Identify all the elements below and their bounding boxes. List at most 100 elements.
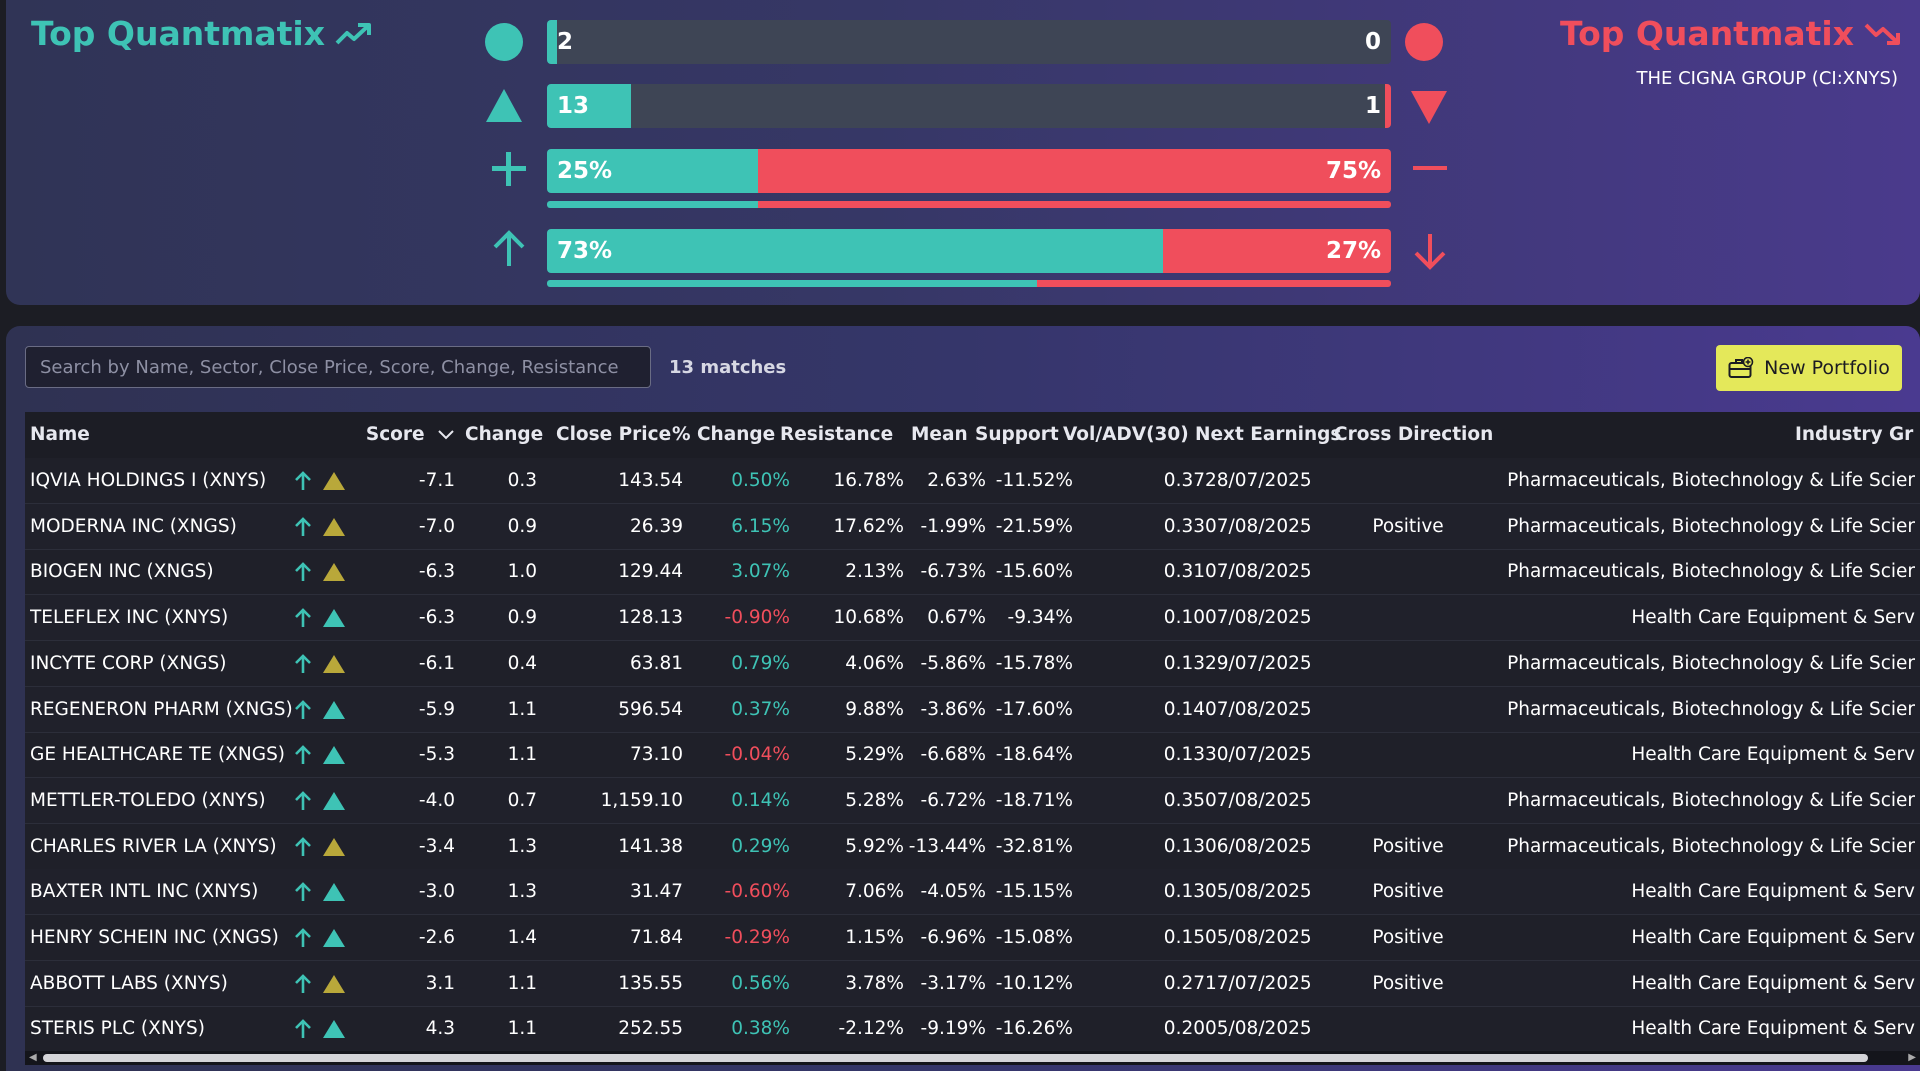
circle-bar-right-fill <box>557 20 1391 64</box>
cell-next-earnings: 07/08/2025 <box>1205 789 1312 811</box>
table-row[interactable]: MODERNA INC (XNGS) -7.0 0.9 26.39 6.15% 17.62… <box>25 503 1920 550</box>
cell-mean: -3.17% <box>920 972 986 994</box>
cell-industry-group: Health Care Equipment & Serv <box>1631 927 1915 948</box>
down-subbar-fill <box>1036 280 1391 287</box>
cell-next-earnings: 07/08/2025 <box>1205 561 1312 583</box>
header-mean[interactable]: Mean <box>911 424 968 445</box>
table-row[interactable]: CHARLES RIVER LA (XNYS) -3.4 1.3 141.38 0.29… <box>25 824 1920 870</box>
header-pct-change[interactable]: % Change <box>672 424 776 445</box>
cell-mean: -6.73% <box>920 561 986 583</box>
cell-change: 0.4 <box>507 652 537 674</box>
arrow-up-icon <box>295 928 311 947</box>
cell-resistance: 4.06% <box>845 652 904 674</box>
cell-support: -9.34% <box>1007 607 1073 629</box>
table-row[interactable]: TELEFLEX INC (XNYS) -6.3 0.9 128.13 -0.90% 10… <box>25 595 1920 642</box>
triangle-bar-right-fill <box>631 84 1391 128</box>
cell-pct-change: 0.79% <box>731 652 790 674</box>
cell-resistance: 5.92% <box>845 835 904 857</box>
header-vol-adv[interactable]: Vol/ADV(30) <box>1063 424 1189 445</box>
header-close-price[interactable]: Close Price <box>556 424 672 445</box>
cell-change: 1.1 <box>507 1018 537 1040</box>
cell-vol-adv: 0.15 <box>1163 927 1205 948</box>
cell-change: 0.9 <box>507 607 537 629</box>
screener-panel: 13 matches New Portfolio Name Score Chan… <box>6 326 1920 1071</box>
arrow-up-icon <box>493 230 525 266</box>
scroll-right-icon[interactable]: ▶ <box>1908 1052 1916 1063</box>
cell-mean: -6.72% <box>920 789 986 811</box>
table-row[interactable]: STERIS PLC (XNYS) 4.3 1.1 252.55 0.38% -2.12%… <box>25 1006 1920 1053</box>
arrow-up-icon <box>295 836 311 856</box>
cell-score: -3.4 <box>418 835 455 857</box>
cell-vol-adv: 0.37 <box>1163 470 1205 491</box>
cell-pct-change: -0.04% <box>724 744 790 766</box>
cell-resistance: 3.78% <box>845 972 904 994</box>
scroll-left-icon[interactable]: ◀ <box>29 1052 37 1063</box>
cell-close-price: 596.54 <box>618 698 683 720</box>
up-bar-fill <box>547 229 1164 273</box>
trending-down-icon <box>1864 23 1900 45</box>
triangle-signal-icon <box>323 746 345 765</box>
table-row[interactable]: METTLER-TOLEDO (XNYS) -4.0 0.7 1,159.10 0.14… <box>25 777 1920 824</box>
header-resistance[interactable]: Resistance <box>780 424 894 445</box>
triangle-count-bar: 13 1 <box>547 84 1391 128</box>
cell-pct-change: 0.50% <box>731 470 790 491</box>
cell-cross-direction <box>1334 458 1482 503</box>
cell-name: STERIS PLC (XNYS) <box>30 1018 205 1040</box>
cell-close-price: 252.55 <box>618 1018 683 1040</box>
arrow-up-icon <box>295 973 311 993</box>
circle-icon <box>1405 23 1443 61</box>
cell-close-price: 143.54 <box>618 470 683 491</box>
cell-vol-adv: 0.13 <box>1163 744 1205 766</box>
circle-bar-left-fill <box>547 20 558 64</box>
cell-score: -4.0 <box>418 789 455 811</box>
down-bar-fill <box>1163 229 1391 273</box>
header-industry-group[interactable]: Industry Gr <box>1795 424 1914 445</box>
cell-support: -21.59% <box>995 515 1073 537</box>
table-row[interactable]: IQVIA HOLDINGS I (XNYS) -7.1 0.3 143.54 0.50… <box>25 458 1920 504</box>
table-row[interactable]: ABBOTT LABS (XNYS) 3.1 1.1 135.55 0.56% 3.78%… <box>25 960 1920 1007</box>
cell-vol-adv: 0.13 <box>1163 881 1205 903</box>
scrollbar-thumb[interactable] <box>43 1054 1868 1062</box>
direction-bar: 73% 27% <box>547 229 1391 273</box>
table-row[interactable]: GE HEALTHCARE TE (XNGS) -5.3 1.1 73.10 -0.04… <box>25 732 1920 779</box>
minus-bar-fill <box>758 149 1391 193</box>
header-next-earnings[interactable]: Next Earnings <box>1195 424 1342 445</box>
arrow-up-icon <box>295 1019 311 1039</box>
summary-panel: Top Quantmatix Top Quantmatix THE CIGNA … <box>6 0 1920 305</box>
header-cross-direction[interactable]: Cross Direction <box>1334 424 1494 445</box>
cell-cross-direction <box>1334 1006 1482 1051</box>
header-score[interactable]: Score <box>345 412 455 458</box>
cell-change: 1.1 <box>507 698 537 720</box>
table-row[interactable]: REGENERON PHARM (XNGS) -5.9 1.1 596.54 0.37%… <box>25 686 1920 733</box>
cell-cross-direction: Positive <box>1372 881 1444 903</box>
table-row[interactable]: INCYTE CORP (XNGS) -6.1 0.4 63.81 0.79% 4.06%… <box>25 641 1920 687</box>
cell-support: -11.52% <box>995 470 1073 491</box>
cell-pct-change: -0.29% <box>724 927 790 948</box>
header-name[interactable]: Name <box>30 424 90 445</box>
cell-support: -18.71% <box>995 789 1073 811</box>
plus-percent: 25% <box>557 158 613 184</box>
horizontal-scrollbar[interactable]: ◀ ▶ <box>25 1051 1920 1065</box>
triangle-signal-icon <box>323 700 345 719</box>
cell-pct-change: 0.37% <box>731 698 790 720</box>
cell-name: BAXTER INTL INC (XNYS) <box>30 881 259 903</box>
header-support[interactable]: Support <box>975 424 1059 445</box>
cell-industry-group: Health Care Equipment & Serv <box>1631 972 1915 994</box>
arrow-up-icon <box>295 745 311 765</box>
cell-close-price: 1,159.10 <box>600 789 683 811</box>
cell-next-earnings: 05/08/2025 <box>1205 881 1312 903</box>
cell-industry-group: Health Care Equipment & Serv <box>1631 744 1915 766</box>
cell-close-price: 129.44 <box>618 561 683 583</box>
table-row[interactable]: HENRY SCHEIN INC (XNGS) -2.6 1.4 71.84 -0.29… <box>25 915 1920 961</box>
cell-score: -5.9 <box>418 698 455 720</box>
search-input[interactable] <box>25 346 651 388</box>
table-row[interactable]: BIOGEN INC (XNGS) -6.3 1.0 129.44 3.07% 2.13%… <box>25 549 1920 596</box>
header-change[interactable]: Change <box>465 424 544 445</box>
new-portfolio-button[interactable]: New Portfolio <box>1716 345 1902 391</box>
cell-support: -15.15% <box>995 881 1073 903</box>
cell-next-earnings: 28/07/2025 <box>1205 470 1312 491</box>
table-row[interactable]: BAXTER INTL INC (XNYS) -3.0 1.3 31.47 -0.60%… <box>25 869 1920 916</box>
circle-left-count: 2 <box>557 29 574 55</box>
arrow-up-icon <box>295 882 311 902</box>
cell-score: -7.1 <box>418 470 455 491</box>
